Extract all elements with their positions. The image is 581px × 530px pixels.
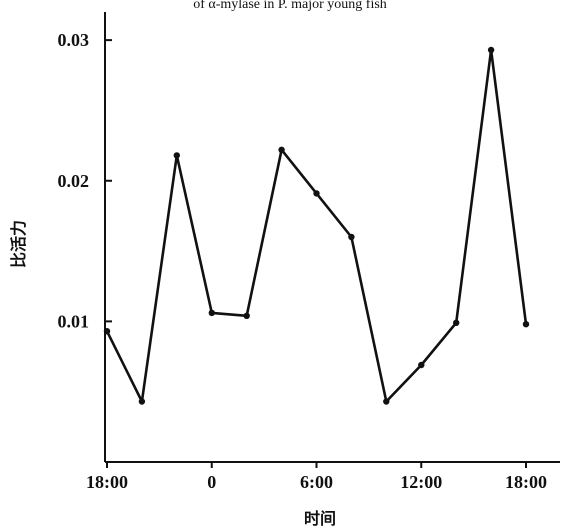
x-tick-group: 18:00 0 6:00 12:00 18:00 — [86, 462, 547, 492]
x-tick-label: 18:00 — [86, 472, 128, 492]
chart-axes — [104, 12, 560, 463]
data-point — [453, 319, 460, 326]
x-tick-label: 12:00 — [400, 472, 442, 492]
series-group — [105, 48, 528, 403]
points-group — [103, 46, 530, 405]
data-point — [487, 46, 495, 54]
series-line — [105, 48, 528, 403]
y-tick-group: 0.01 0.02 0.03 — [58, 30, 112, 331]
data-point — [522, 321, 530, 328]
x-axis-title: 时间 — [304, 509, 336, 528]
data-point — [243, 312, 250, 319]
data-point — [313, 190, 320, 197]
x-tick-label: 18:00 — [505, 472, 547, 492]
y-tick-label: 0.01 — [58, 311, 90, 331]
data-point — [348, 233, 355, 241]
data-point — [173, 152, 180, 159]
x-tick-label: 6:00 — [300, 472, 333, 492]
data-point — [208, 309, 215, 317]
y-tick-label: 0.02 — [58, 171, 90, 191]
data-point — [103, 328, 111, 335]
x-tick-label: 0 — [207, 472, 216, 492]
y-axis-title: 比活力 — [9, 220, 28, 268]
data-point — [278, 146, 285, 153]
data-point — [138, 398, 146, 405]
chart-caption-fragment: of α-mylase in P. major young fish — [193, 0, 387, 12]
data-point — [418, 361, 425, 369]
y-tick-label: 0.03 — [58, 30, 90, 50]
data-point — [383, 398, 390, 405]
